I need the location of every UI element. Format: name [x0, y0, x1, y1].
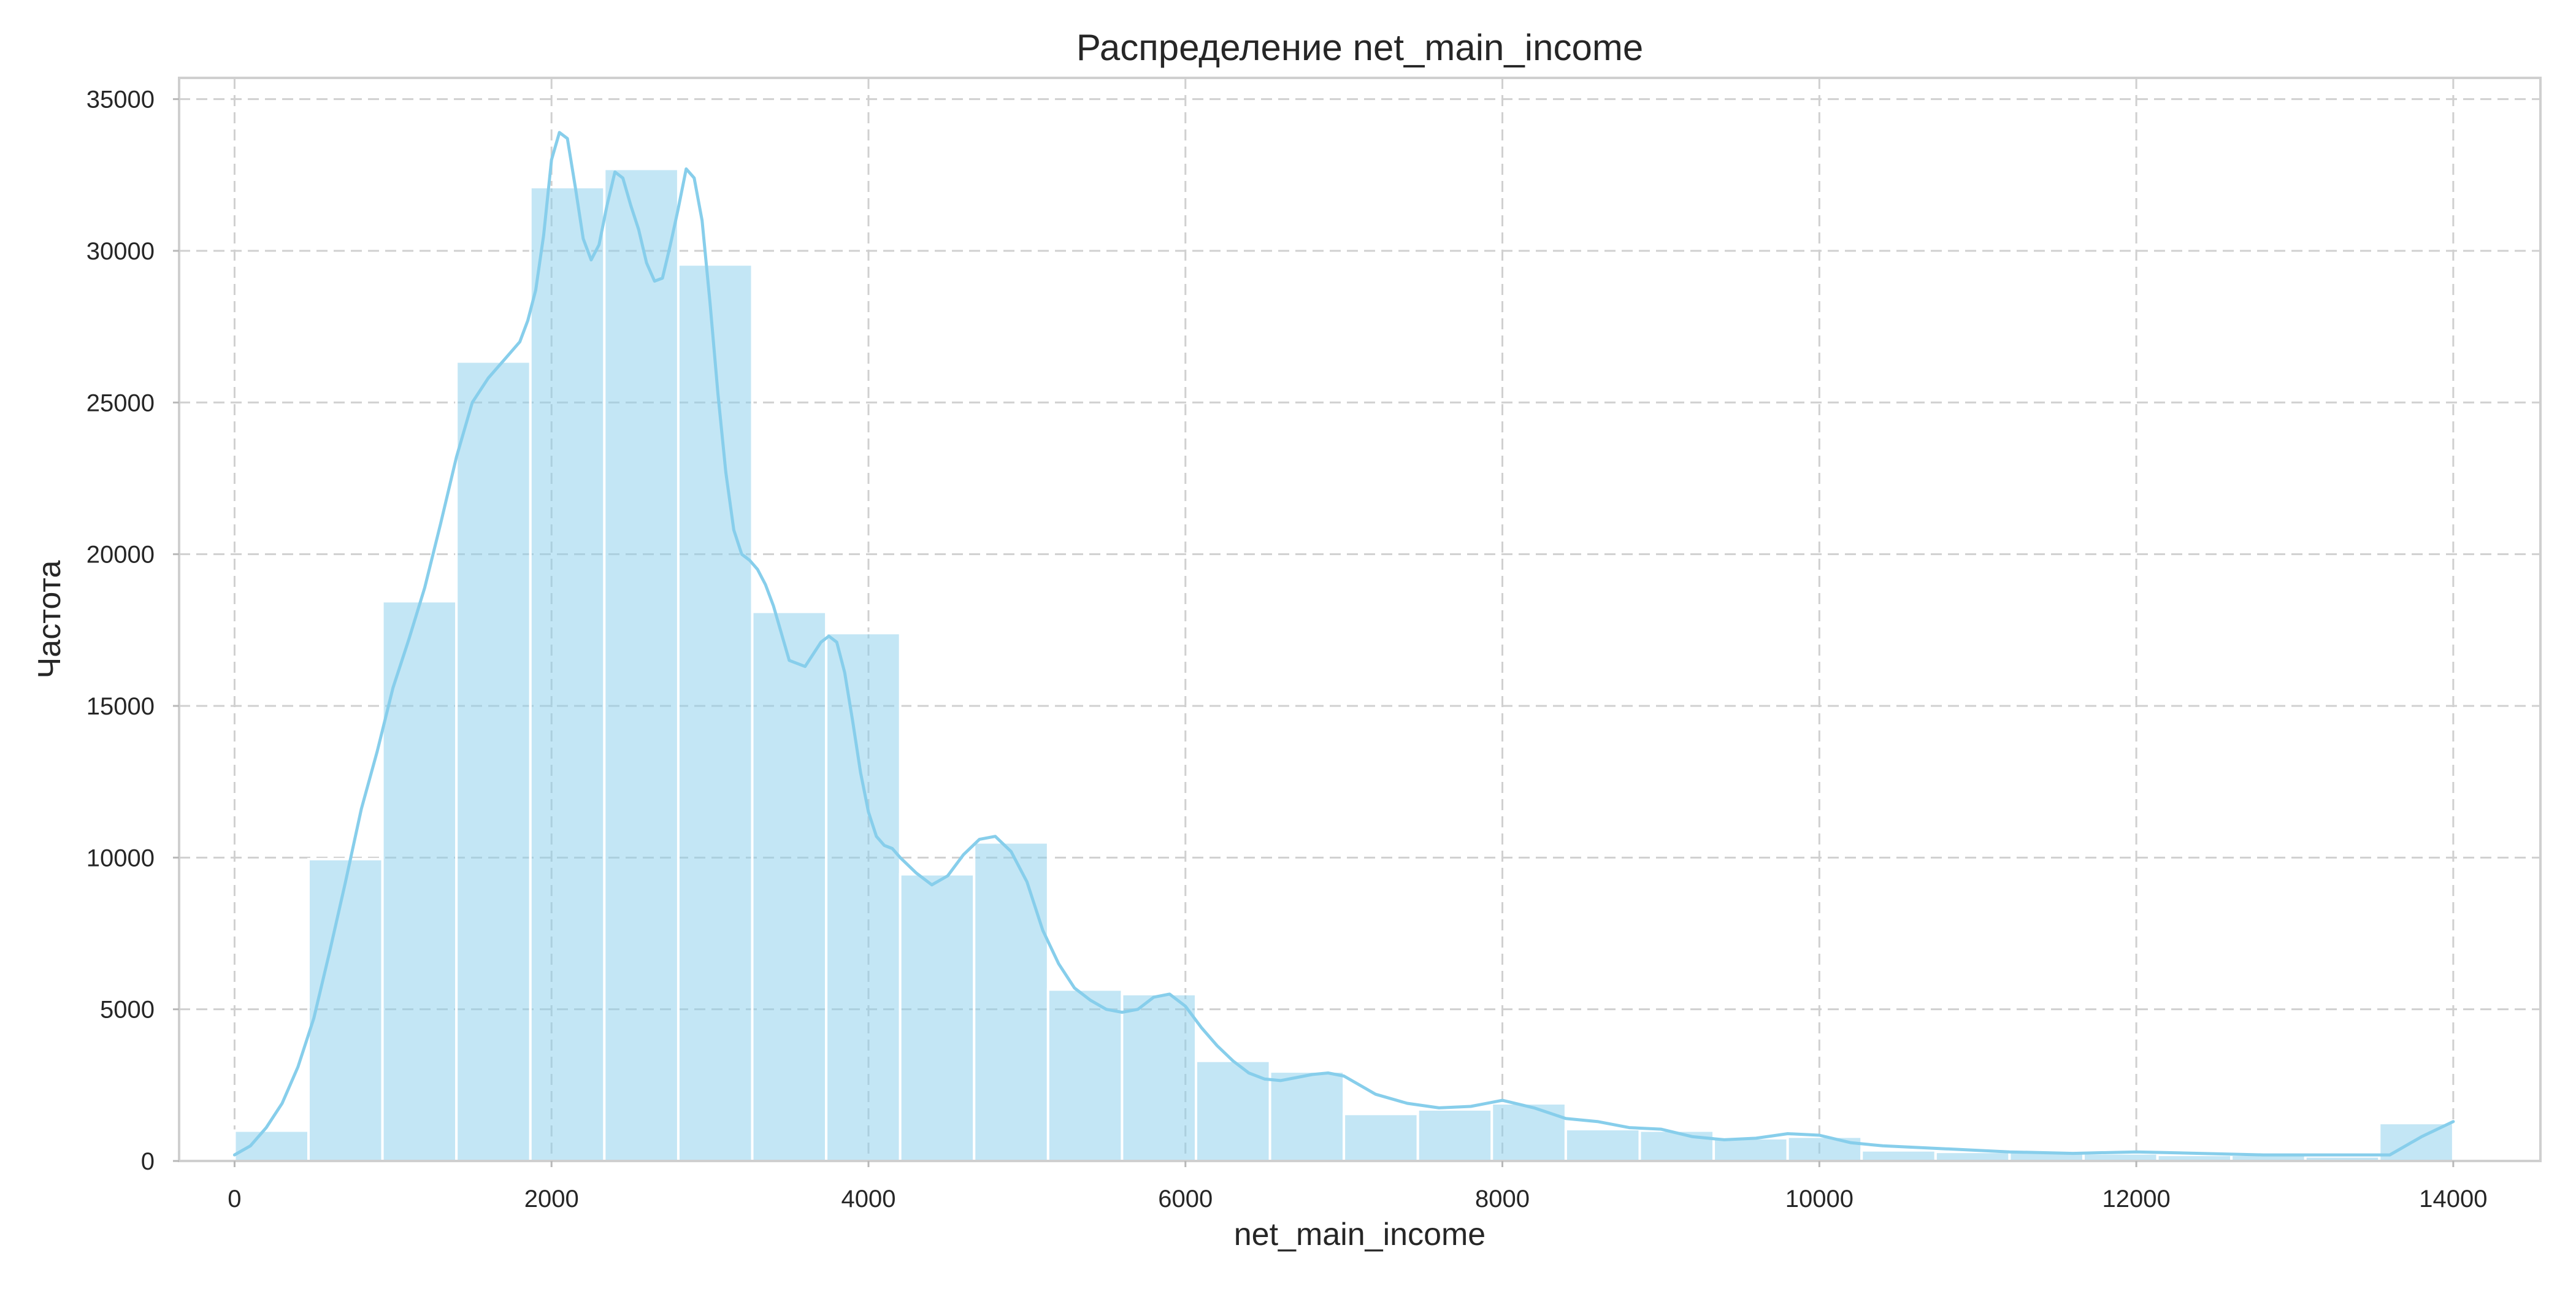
- y-tick-label: 15000: [86, 693, 155, 720]
- histogram-bar: [751, 610, 828, 1162]
- x-tick-label: 10000: [1785, 1186, 1853, 1212]
- x-tick-label: 4000: [841, 1186, 896, 1212]
- y-tick-label: 0: [141, 1148, 155, 1175]
- histogram-bar: [1268, 1070, 1346, 1163]
- grid-layer: [179, 78, 2540, 1161]
- x-tick-label: 12000: [2102, 1186, 2170, 1212]
- histogram-bar: [1490, 1102, 1567, 1163]
- histogram-bar: [529, 186, 606, 1163]
- histogram-bar: [1934, 1151, 2011, 1163]
- x-tick-label: 6000: [1158, 1186, 1213, 1212]
- x-tick-label: 0: [228, 1186, 241, 1212]
- x-tick-label: 8000: [1475, 1186, 1530, 1212]
- histogram-bar: [603, 167, 680, 1163]
- plot-frame: [178, 77, 2542, 1162]
- x-axis-label: net_main_income: [1234, 1217, 1485, 1252]
- histogram-bar: [677, 263, 754, 1162]
- histogram-bar: [1786, 1135, 1863, 1163]
- histogram-bar: [1121, 992, 1197, 1162]
- histogram-bar: [455, 360, 532, 1162]
- kde-line: [232, 131, 2455, 1157]
- histogram-bar: [1712, 1136, 1789, 1163]
- histogram-bar: [307, 857, 384, 1162]
- y-tick-label: 10000: [86, 845, 155, 872]
- histogram-bar: [233, 1129, 310, 1163]
- histogram-bar: [1638, 1129, 1715, 1163]
- y-tick-label: 30000: [86, 238, 155, 265]
- histogram-bar: [899, 873, 976, 1162]
- histogram-bar: [1564, 1128, 1641, 1163]
- histogram-bar: [973, 841, 1049, 1162]
- histogram-bar: [1416, 1108, 1493, 1163]
- y-tick-label: 5000: [100, 997, 155, 1024]
- bars-layer: [233, 167, 2455, 1163]
- ticks-layer: 0 2000 4000 6000 8000 10000 12000 14000 0 5000 100…: [86, 86, 2488, 1212]
- x-tick-label: 14000: [2419, 1186, 2487, 1212]
- x-tick-label: 2000: [524, 1186, 579, 1212]
- histogram-bar: [1860, 1149, 1937, 1163]
- kde-layer: [232, 131, 2455, 1157]
- y-axis-label: Частота: [32, 561, 67, 679]
- histogram-bar: [1046, 988, 1124, 1162]
- y-tick-label: 20000: [86, 542, 155, 569]
- y-tick-label: 25000: [86, 389, 155, 416]
- y-tick-label: 35000: [86, 86, 155, 113]
- chart-title: Распределение net_main_income: [1076, 27, 1643, 68]
- histogram-bar: [1343, 1113, 1419, 1163]
- histogram-bar: [825, 632, 902, 1162]
